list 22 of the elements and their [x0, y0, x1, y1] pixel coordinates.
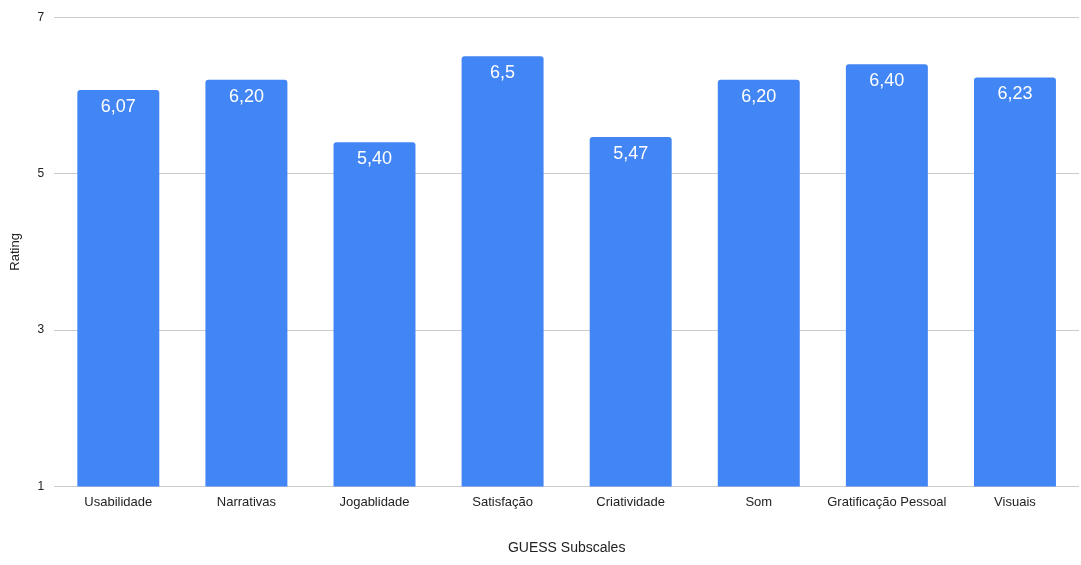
data-label: 5,47 — [613, 142, 649, 163]
x-tick-label: Narrativas — [216, 493, 277, 509]
data-label: 6,5 — [490, 62, 516, 83]
x-tick-label: Criatividade — [596, 493, 666, 509]
data-label: 6,23 — [997, 83, 1033, 104]
x-tick-label: Som — [745, 493, 773, 509]
x-tick-label: Jogablidade — [339, 493, 410, 509]
data-label: 6,40 — [869, 70, 905, 91]
y-axis-title: Rating — [7, 233, 23, 271]
y-tick-label: 1 — [37, 478, 45, 493]
y-tick-label: 3 — [37, 322, 45, 337]
y-tick-label: 5 — [37, 165, 45, 180]
y-tick-label: 7 — [37, 9, 45, 24]
data-label: 6,20 — [228, 85, 264, 106]
x-tick-label: Satisfação — [472, 493, 533, 509]
x-axis-title: GUESS Subscales — [507, 539, 626, 556]
data-label: 6,07 — [100, 95, 136, 116]
data-label: 5,40 — [356, 148, 393, 169]
x-tick-label: Usabilidade — [84, 493, 153, 509]
x-tick-label: Visuais — [994, 493, 1037, 509]
x-tick-label: Gratificação Pessoal — [827, 493, 947, 509]
data-label: 6,20 — [741, 85, 777, 106]
